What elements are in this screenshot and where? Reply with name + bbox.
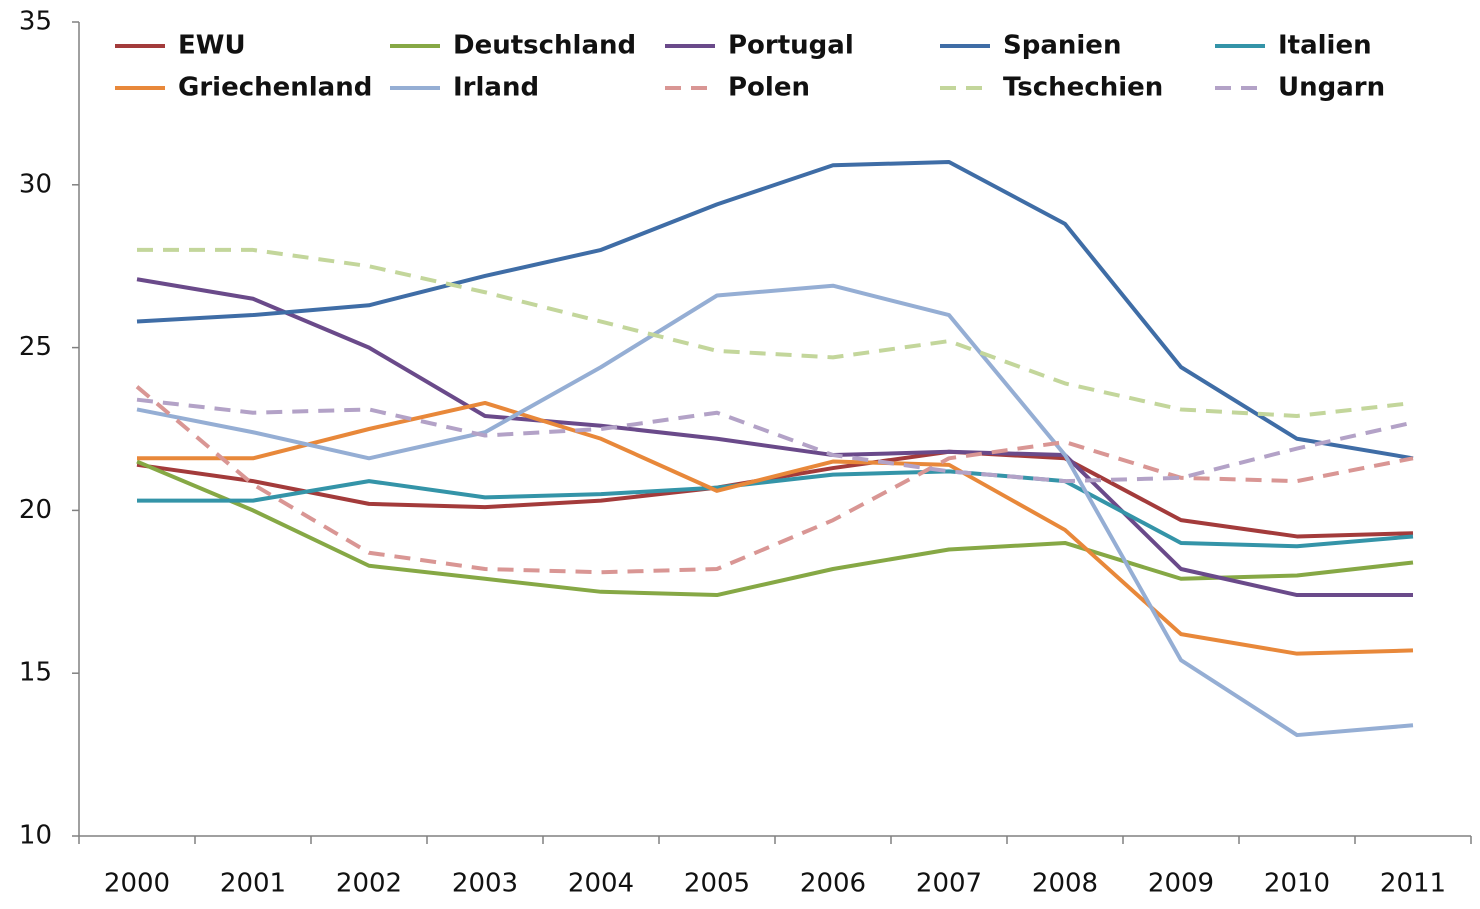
x-tick-label: 2001 [220, 869, 286, 899]
series-line [136, 160, 1414, 461]
legend-label: Griechenland [178, 73, 372, 103]
series-line [136, 277, 1413, 598]
series-line [136, 459, 1414, 598]
x-tick-label: 2008 [1032, 869, 1098, 899]
legend-label: Irland [453, 73, 539, 103]
x-tick-label: 2000 [104, 869, 170, 899]
x-tick-label: 2010 [1264, 869, 1330, 899]
series-line [137, 400, 1414, 656]
series-line [137, 469, 1414, 549]
x-tick-label: 2003 [452, 869, 518, 899]
x-tick-label: 2005 [684, 869, 750, 899]
x-tick-label: 2011 [1380, 869, 1446, 899]
series-line [135, 385, 1414, 575]
x-tick-label: 2006 [800, 869, 866, 899]
y-tick-label: 25 [19, 332, 52, 362]
x-tick-label: 2002 [336, 869, 402, 899]
x-tick-label: 2009 [1148, 869, 1214, 899]
legend-label: Tschechien [1003, 73, 1163, 103]
y-tick-label: 20 [19, 495, 52, 525]
series-line [136, 397, 1414, 484]
y-tick-label: 15 [19, 658, 52, 688]
legend-label: Spanien [1003, 31, 1121, 61]
series-line [136, 283, 1414, 738]
legend-label: EWU [178, 31, 246, 61]
y-tick-label: 35 [19, 7, 52, 37]
legend-label: Italien [1278, 31, 1372, 61]
legend-label: Portugal [728, 31, 854, 61]
y-tick-label: 10 [19, 821, 52, 851]
legend-label: Polen [728, 73, 810, 103]
series-line [137, 247, 1414, 418]
x-tick-label: 2004 [568, 869, 634, 899]
legend-label: Deutschland [453, 31, 636, 61]
series-line [136, 449, 1414, 539]
legend-label: Ungarn [1278, 73, 1385, 103]
x-tick-label: 2007 [916, 869, 982, 899]
y-tick-label: 30 [19, 169, 52, 199]
